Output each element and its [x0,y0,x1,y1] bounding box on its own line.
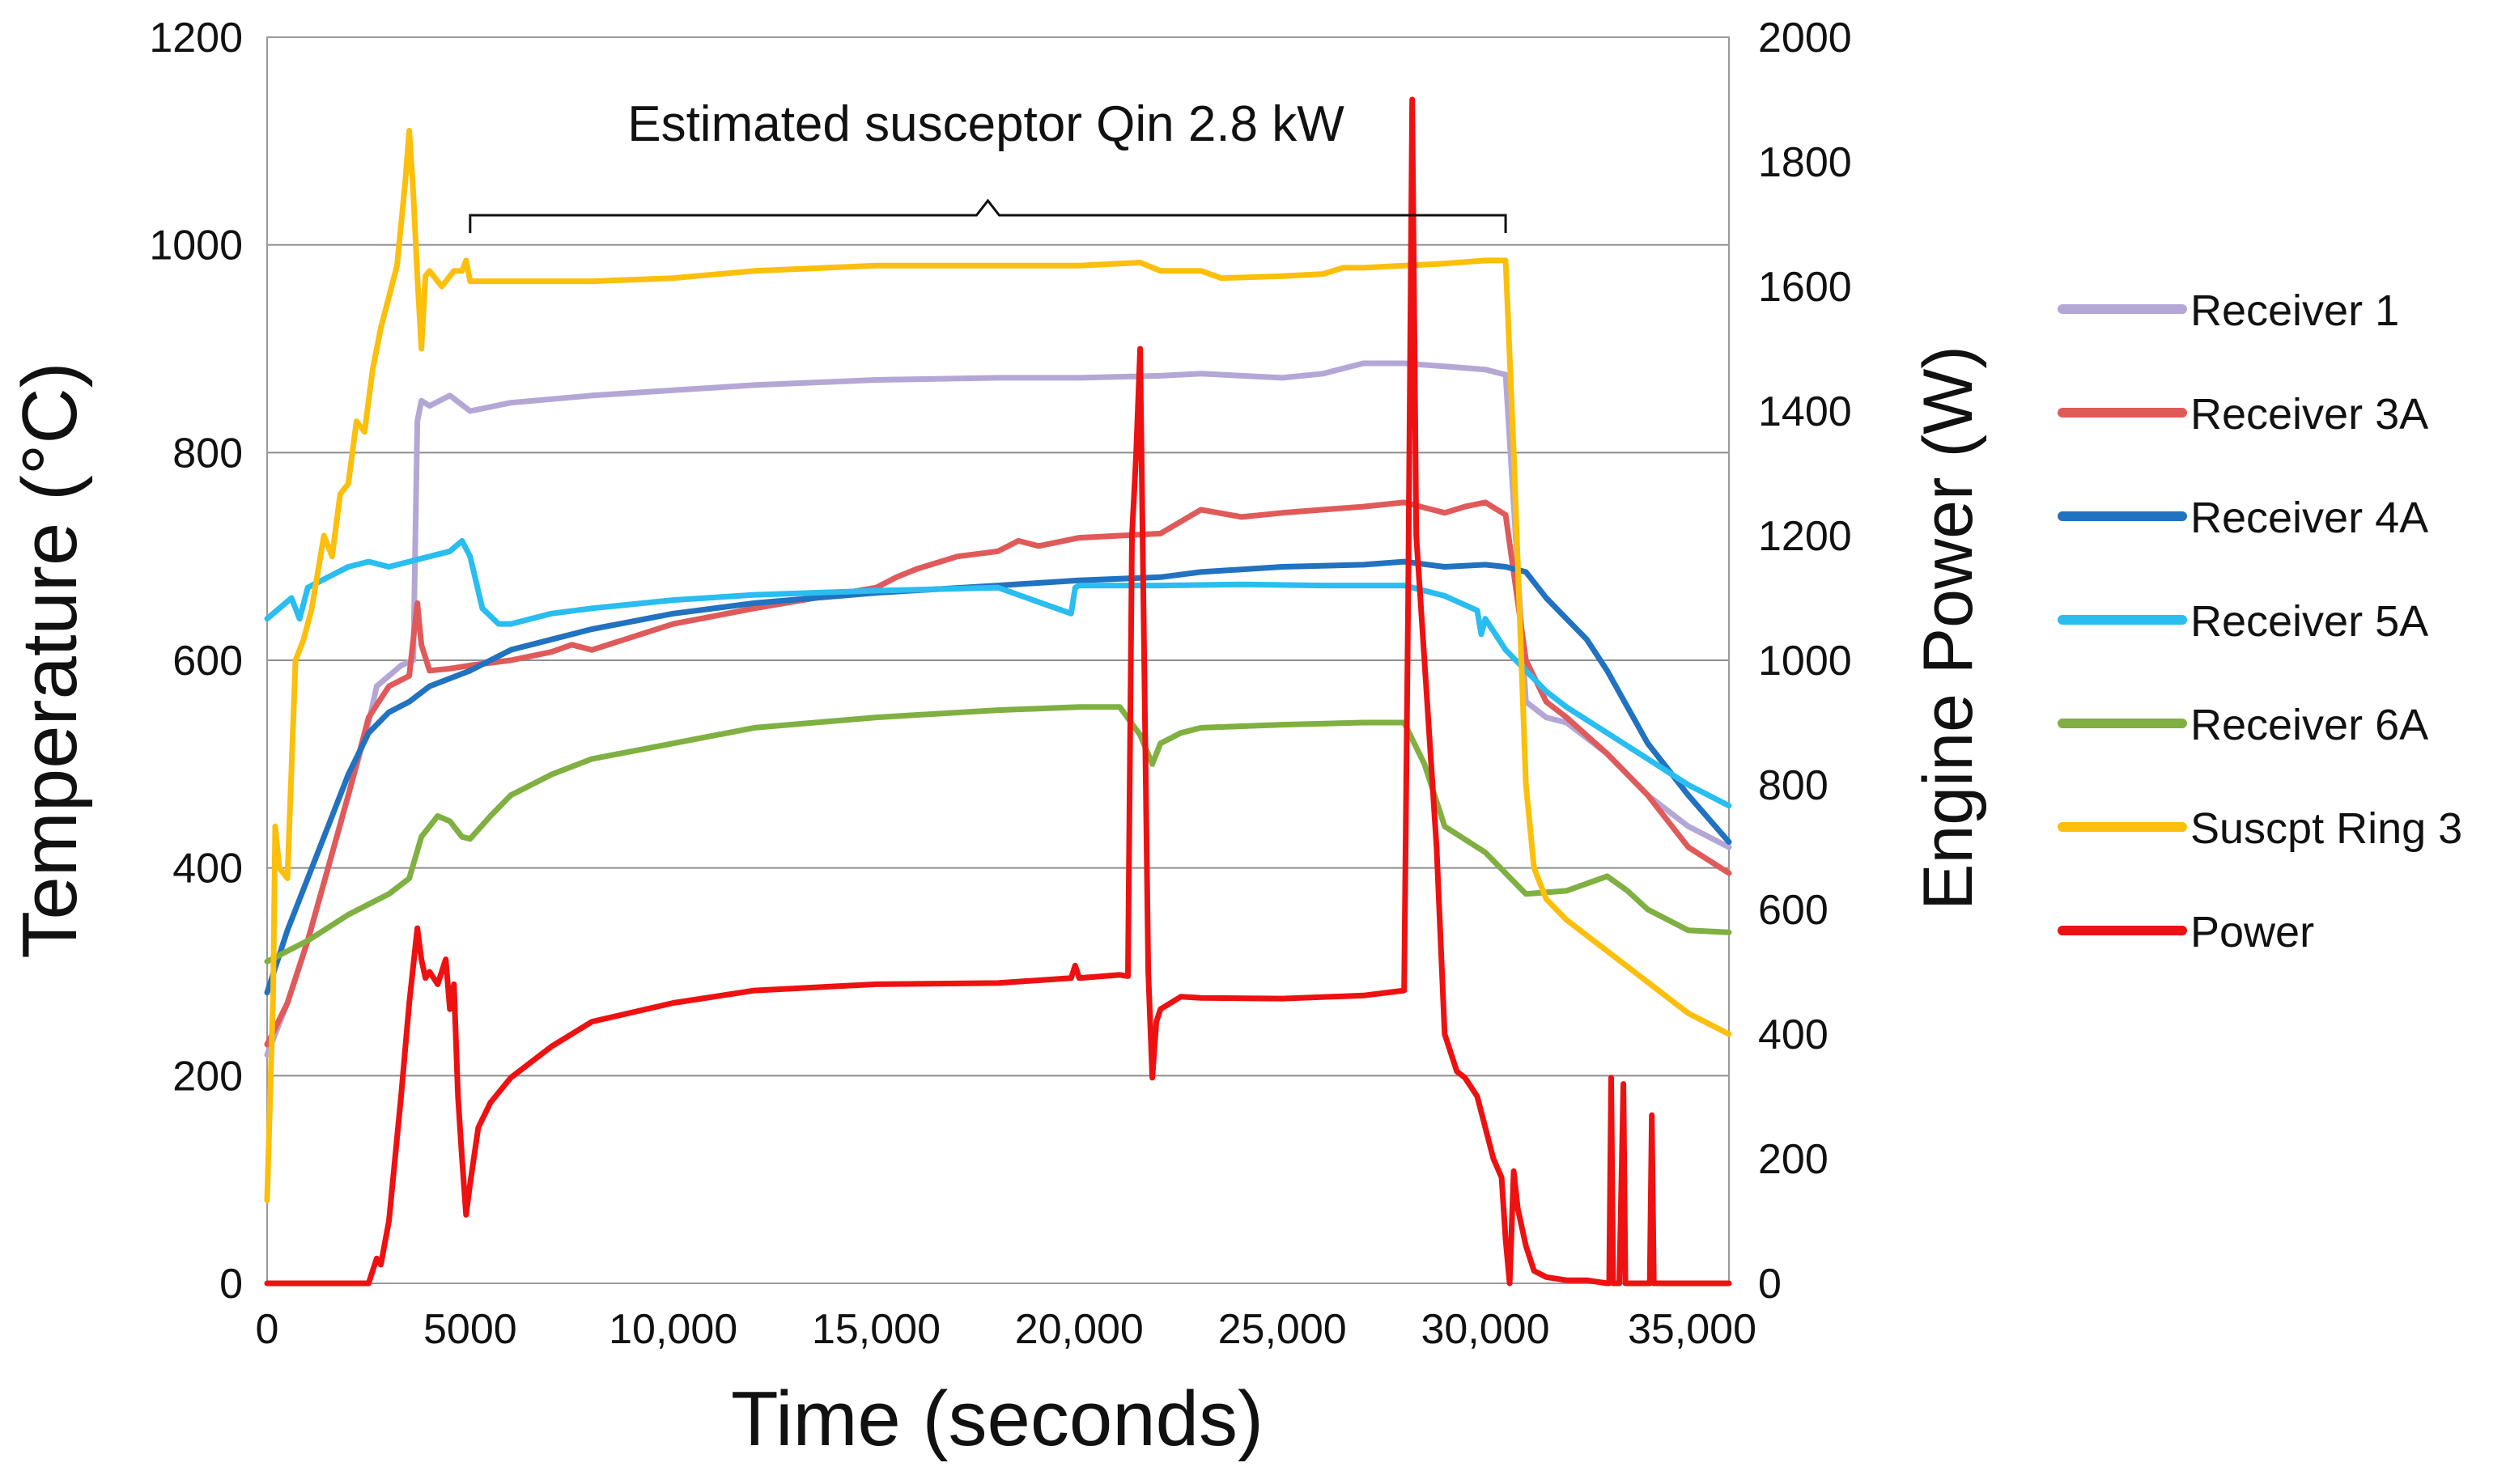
y-left-tick-label: 0 [219,1261,243,1308]
y-right-tick-label: 1800 [1758,139,1852,186]
legend-label: Suscpt Ring 3 [2190,804,2462,853]
x-tick-label: 10,000 [609,1306,737,1353]
y-right-tick-label: 1600 [1758,264,1852,311]
x-tick-label: 35,000 [1628,1306,1756,1353]
legend-label: Receiver 6A [2190,701,2428,749]
legend: Receiver 1 Receiver 3A Receiver 4A Receiver… [2058,286,2462,956]
y-right-tick-label: 800 [1758,762,1829,809]
y-right-tick-label: 400 [1758,1011,1829,1058]
y-axis-left-label: Temperature (°C) [6,362,93,958]
x-tick-label: 30,000 [1421,1306,1549,1353]
y-right-tick-label: 2000 [1758,15,1852,61]
x-tick-label: 25,000 [1218,1306,1347,1353]
y-right-tick-label: 600 [1758,887,1829,934]
x-tick-label: 20,000 [1015,1306,1144,1353]
series-line-receiver-3a [264,499,1732,1048]
x-axis-label: Time (seconds) [731,1376,1264,1462]
x-tick-label: 0 [256,1306,279,1353]
legend-label: Receiver 4A [2190,494,2428,542]
y-right-tick-label: 1400 [1758,388,1852,435]
legend-label: Receiver 5A [2190,597,2428,646]
x-tick-label: 5000 [423,1306,517,1353]
series-line-receiver-6a [264,704,1732,965]
series-line-receiver-5a [264,537,1732,809]
legend-label: Receiver 1 [2190,286,2399,335]
y-left-tick-label: 200 [172,1053,243,1100]
series-line-receiver-4a [264,558,1732,996]
y-right-tick-label: 1200 [1758,513,1852,560]
legend-label: Power [2190,908,2314,956]
y-right-tick-label: 0 [1758,1261,1782,1308]
y-right-tick-label: 1000 [1758,638,1852,685]
y-left-tick-label: 400 [172,846,243,893]
series-line-power [264,96,1732,1287]
annotation-text: Estimated susceptor Qin 2.8 kW [627,96,1344,152]
legend-label: Receiver 3A [2190,390,2428,439]
y-left-tick-label: 1000 [149,223,243,269]
y-left-tick-label: 1200 [149,15,243,61]
x-tick-label: 15,000 [812,1306,941,1353]
y-right-tick-label: 200 [1758,1136,1829,1183]
y-left-tick-label: 600 [172,638,243,685]
y-left-tick-label: 800 [172,430,243,477]
series-line-suscpt-ring-3 [264,128,1732,1203]
plot-area [266,36,1730,1284]
annotation-bracket [469,198,1507,233]
y-axis-right-label: Engine Power (W) [1909,346,1987,910]
